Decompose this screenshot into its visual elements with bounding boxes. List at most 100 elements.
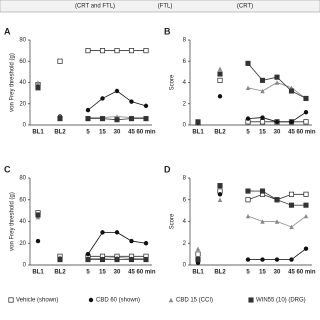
x-tick-label: BL1	[192, 270, 204, 276]
marker	[85, 48, 91, 54]
x-tick-label: 15	[259, 270, 266, 276]
x-tick-label: 30	[274, 270, 281, 276]
marker	[274, 219, 280, 224]
marker	[217, 192, 223, 197]
marker	[274, 80, 280, 85]
header-strip	[0, 0, 320, 13]
marker	[217, 183, 223, 189]
y-tick-label: 0	[23, 263, 27, 269]
marker	[245, 213, 251, 219]
marker	[288, 202, 295, 208]
marker	[99, 257, 106, 263]
marker	[248, 297, 254, 303]
series-line	[131, 240, 147, 244]
marker	[303, 119, 309, 125]
panel-letter: D	[164, 164, 171, 174]
marker	[217, 71, 223, 77]
series-line	[116, 232, 132, 242]
x-tick-label: 15	[259, 130, 266, 136]
x-tick-label: 45	[288, 130, 295, 136]
y-tick-label: 40	[19, 219, 26, 225]
marker	[143, 103, 149, 109]
marker	[35, 212, 41, 218]
marker	[8, 297, 14, 303]
marker	[114, 117, 120, 123]
y-tick-label: 60	[19, 59, 26, 65]
x-tick-label: BL1	[32, 130, 44, 136]
marker	[217, 77, 223, 83]
marker	[274, 257, 280, 262]
marker	[274, 119, 280, 125]
marker	[260, 115, 265, 120]
marker	[195, 246, 201, 251]
marker	[245, 85, 251, 91]
y-tick-label: 8	[183, 38, 187, 44]
marker	[143, 241, 149, 246]
y-tick-label: 20	[19, 101, 26, 107]
marker	[143, 257, 149, 263]
marker	[128, 48, 135, 54]
y-tick-label: 0	[183, 123, 187, 129]
y-tick-label: 6	[183, 59, 187, 65]
y-tick-label: 20	[19, 241, 26, 247]
series-line	[291, 215, 307, 228]
y-tick-label: 6	[183, 197, 187, 203]
marker	[288, 191, 295, 197]
series-line	[262, 117, 278, 123]
marker	[100, 96, 105, 101]
x-tick-label: 60 min	[296, 270, 315, 276]
x-tick-label: 45	[128, 130, 135, 136]
x-tick-label: BL2	[54, 270, 66, 276]
marker	[85, 107, 91, 113]
y-tick-label: 8	[183, 176, 187, 182]
series-line	[87, 98, 103, 111]
header-label: (FTL)	[158, 4, 173, 10]
marker	[128, 257, 135, 263]
series-line	[291, 111, 307, 123]
series-line	[276, 82, 292, 89]
x-tick-label: 30	[274, 130, 281, 136]
y-tick-label: 2	[183, 241, 187, 247]
marker	[274, 197, 280, 203]
marker	[57, 58, 63, 64]
x-tick-label: 60 min	[136, 130, 155, 136]
marker	[114, 257, 120, 263]
marker	[289, 119, 294, 125]
x-tick-label: 5	[86, 270, 90, 276]
marker	[217, 94, 223, 99]
marker	[289, 257, 294, 262]
x-tick-label: BL2	[214, 130, 226, 136]
y-tick-label: 4	[183, 219, 187, 225]
x-tick-label: 30	[114, 270, 121, 276]
header-label: (CRT)	[237, 4, 253, 10]
series-line	[262, 82, 278, 92]
y-axis-label: Score	[170, 213, 176, 229]
marker	[129, 99, 134, 104]
marker	[35, 238, 41, 244]
series-line	[247, 215, 263, 222]
y-tick-label: 4	[183, 80, 187, 86]
marker	[114, 230, 120, 235]
header-label: (CRT and FTL)	[75, 4, 115, 10]
x-tick-label: BL1	[192, 130, 204, 136]
y-axis-label: von Frey threshold (g)	[10, 53, 16, 112]
marker	[303, 213, 309, 219]
marker	[114, 88, 120, 94]
marker	[217, 197, 223, 202]
marker	[245, 257, 251, 262]
marker	[195, 257, 201, 263]
series-line	[87, 232, 103, 255]
legend-label: Vehicle (shown)	[16, 298, 58, 304]
y-tick-label: 80	[19, 176, 26, 182]
x-tick-label: 60 min	[136, 270, 155, 276]
marker	[195, 251, 201, 257]
x-tick-label: 15	[99, 130, 106, 136]
marker	[303, 202, 309, 208]
marker	[288, 88, 295, 94]
marker	[143, 48, 149, 54]
marker	[245, 188, 251, 194]
marker	[303, 95, 309, 101]
y-axis-label: von Frey threshold (g)	[10, 192, 16, 251]
